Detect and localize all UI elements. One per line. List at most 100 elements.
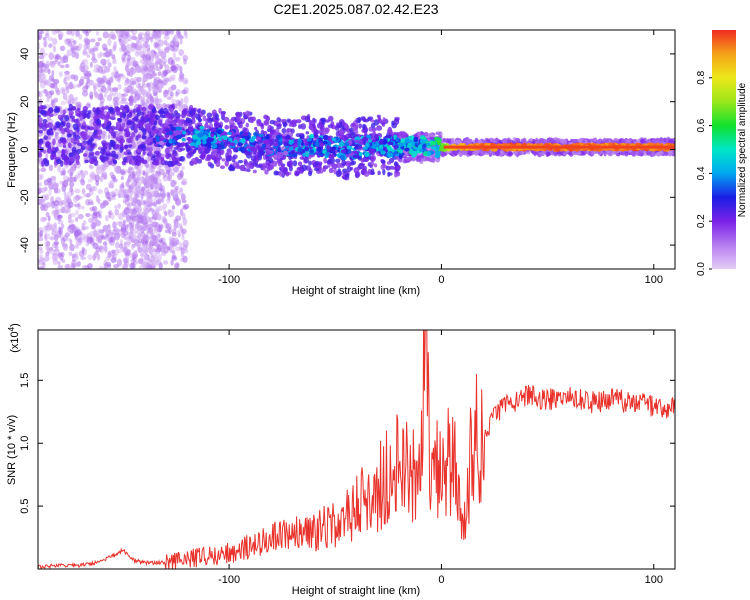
spectrogram-noise-cell <box>81 223 86 231</box>
spectrogram-noise-cell <box>94 251 99 256</box>
spectrogram-noise-cell <box>158 239 163 244</box>
spectrogram-noise-cell <box>162 249 169 254</box>
spectrogram-noise-cell <box>78 34 83 41</box>
spectrogram-noise-cell <box>120 171 126 176</box>
spectrogram-noise-cell <box>171 205 176 210</box>
spectrogram-band-cell <box>97 114 104 119</box>
spectrogram-noise-cell <box>138 32 145 36</box>
spectrogram-band-cell <box>170 120 176 125</box>
spectrogram-band-cell <box>250 119 254 124</box>
spectrogram-noise-cell <box>130 244 135 251</box>
spectrogram-band-cell <box>45 159 50 164</box>
spectrogram-noise-cell <box>48 248 55 255</box>
spectrogram-band-cell <box>110 139 116 146</box>
spectrogram-noise-cell <box>76 83 82 88</box>
spectrogram-band-cell <box>67 142 72 149</box>
spectrogram-noise-cell <box>57 61 61 67</box>
spectrogram-band-cell <box>287 119 291 124</box>
spectrogram-band-cell <box>331 163 336 168</box>
spectrogram-noise-cell <box>167 174 171 182</box>
spectrogram-noise-cell <box>136 45 142 51</box>
spectrogram-noise-cell <box>167 57 174 65</box>
spectrogram-band-cell <box>369 164 373 169</box>
spectrogram-noise-cell <box>57 264 64 269</box>
spectrogram-band-cell <box>61 149 66 155</box>
spectrogram-noise-cell <box>128 202 134 207</box>
spectrogram-band-cell <box>46 147 53 154</box>
spectrogram-band-cell <box>659 137 665 144</box>
spectrogram-band-cell <box>276 117 281 123</box>
spectrogram-band-cell <box>116 122 121 130</box>
spectrogram-band-cell <box>363 170 370 177</box>
spectrogram-band-cell <box>61 139 67 145</box>
spectrogram-noise-cell <box>92 242 99 250</box>
spectrogram-band-cell <box>94 150 100 156</box>
spectrogram-band-cell <box>110 125 115 131</box>
spectrogram-noise-cell <box>38 188 41 196</box>
spectrogram-band-cell <box>135 155 141 161</box>
spectrogram-noise-cell <box>126 43 130 49</box>
spectrogram-noise-cell <box>42 165 46 171</box>
spectrogram-band-cell <box>39 122 44 128</box>
spectrogram-band-cell <box>651 138 658 144</box>
spectrogram-noise-cell <box>148 191 152 200</box>
spectrogram-noise-cell <box>118 30 123 36</box>
spectrogram-noise-cell <box>114 178 118 183</box>
spectrogram-band-cell <box>225 152 230 159</box>
spectrogram-noise-cell <box>172 51 177 60</box>
spectrogram-noise-cell <box>152 202 157 207</box>
spectrogram-noise-cell <box>164 211 168 217</box>
spectrogram-noise-cell <box>76 172 81 179</box>
spectrogram-band-cell <box>128 120 135 125</box>
spectrogram-noise-cell <box>60 86 67 93</box>
spectrogram-band-cell <box>197 118 203 123</box>
spectrogram-noise-cell <box>70 263 76 269</box>
spectrogram-noise-cell <box>171 254 177 259</box>
spectrogram-band-cell <box>66 128 70 133</box>
spectrogram-noise-cell <box>41 73 46 79</box>
spectrogram-band-cell <box>370 168 375 175</box>
spectrogram-noise-cell <box>77 43 83 50</box>
spectrogram-band-cell <box>393 162 399 167</box>
spectrogram-band-cell <box>269 119 276 125</box>
spectrogram-noise-cell <box>107 37 112 46</box>
spectrogram-noise-cell <box>51 30 57 35</box>
spectrogram-band-cell <box>148 150 153 158</box>
spectrogram-noise-cell <box>57 30 61 33</box>
spectrogram-noise-cell <box>180 193 186 201</box>
spectrogram-noise-cell <box>157 165 162 171</box>
spectrogram-band-cell <box>70 137 75 144</box>
spectrogram-noise-cell <box>38 265 44 269</box>
spectrogram-noise-cell <box>149 241 154 246</box>
spectrogram-noise-cell <box>69 172 73 179</box>
spectrogram-band-cell <box>63 160 69 166</box>
spectrogram-band-cell <box>214 121 220 129</box>
spectrogram-band-cell <box>82 121 87 127</box>
spectrogram-noise-cell <box>183 203 190 210</box>
spectrogram-band-cell <box>296 167 302 171</box>
spectrogram-noise-cell <box>158 225 162 233</box>
spectrogram-band-cell <box>43 135 49 141</box>
spectrogram-noise-cell <box>47 36 54 42</box>
spectrogram-band-cell <box>46 129 51 136</box>
spectrogram-noise-cell <box>40 194 47 202</box>
spectrogram-noise-cell <box>151 72 156 79</box>
spectrogram-noise-cell <box>127 167 132 175</box>
spectrogram-band-cell <box>94 135 99 139</box>
spectrogram-band-cell <box>307 170 313 177</box>
spectrogram-noise-cell <box>182 248 189 254</box>
spectrogram-band-cell <box>165 113 172 119</box>
spectrogram-noise-cell <box>149 221 156 228</box>
spectrogram-noise-cell <box>39 229 44 238</box>
spectrogram-noise-cell <box>175 215 182 222</box>
spectrogram-band-cell <box>164 119 170 126</box>
spectrogram-noise-cell <box>95 41 101 47</box>
spectrogram-band-cell <box>84 126 89 133</box>
spectrogram-noise-cell <box>129 252 134 258</box>
spectrogram-noise-cell <box>83 193 88 198</box>
spectrogram-noise-cell <box>74 262 81 268</box>
spectrogram-noise-cell <box>130 258 136 264</box>
spectrogram-noise-cell <box>53 248 60 253</box>
spectrogram-band-cell <box>424 156 431 161</box>
